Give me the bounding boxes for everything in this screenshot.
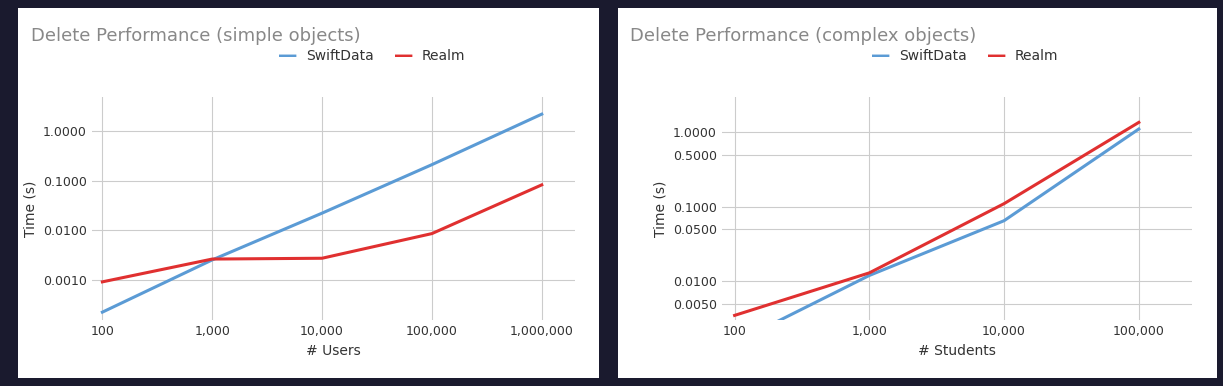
Y-axis label: Time (s): Time (s) xyxy=(653,180,668,237)
SwiftData xyxy=(205,257,220,262)
Text: —: — xyxy=(987,46,1007,66)
SwiftData xyxy=(314,211,329,215)
SwiftData xyxy=(95,310,110,315)
SwiftData xyxy=(534,112,549,117)
Text: —: — xyxy=(871,46,890,66)
SwiftData xyxy=(424,163,439,167)
Realm xyxy=(205,257,220,261)
Text: Delete Performance (simple objects): Delete Performance (simple objects) xyxy=(31,27,361,45)
SwiftData xyxy=(997,218,1011,223)
Line: Realm: Realm xyxy=(103,185,542,282)
Realm xyxy=(424,231,439,236)
Text: Delete Performance (complex objects): Delete Performance (complex objects) xyxy=(630,27,976,45)
Y-axis label: Time (s): Time (s) xyxy=(23,180,38,237)
Text: —: — xyxy=(394,46,413,66)
X-axis label: # Users: # Users xyxy=(306,344,361,358)
Realm xyxy=(95,279,110,284)
Line: SwiftData: SwiftData xyxy=(735,129,1139,343)
Text: SwiftData: SwiftData xyxy=(899,49,966,63)
Realm xyxy=(314,256,329,261)
SwiftData xyxy=(1131,127,1146,131)
Line: Realm: Realm xyxy=(735,122,1139,315)
Text: Realm: Realm xyxy=(1015,49,1059,63)
X-axis label: # Students: # Students xyxy=(918,344,996,358)
SwiftData xyxy=(728,340,742,345)
Realm xyxy=(997,201,1011,206)
Realm xyxy=(728,313,742,318)
Text: SwiftData: SwiftData xyxy=(306,49,373,63)
Text: —: — xyxy=(278,46,297,66)
Realm xyxy=(1131,120,1146,125)
Line: SwiftData: SwiftData xyxy=(103,114,542,312)
Text: Realm: Realm xyxy=(422,49,466,63)
Realm xyxy=(534,183,549,187)
Realm xyxy=(862,271,877,275)
SwiftData xyxy=(862,273,877,278)
